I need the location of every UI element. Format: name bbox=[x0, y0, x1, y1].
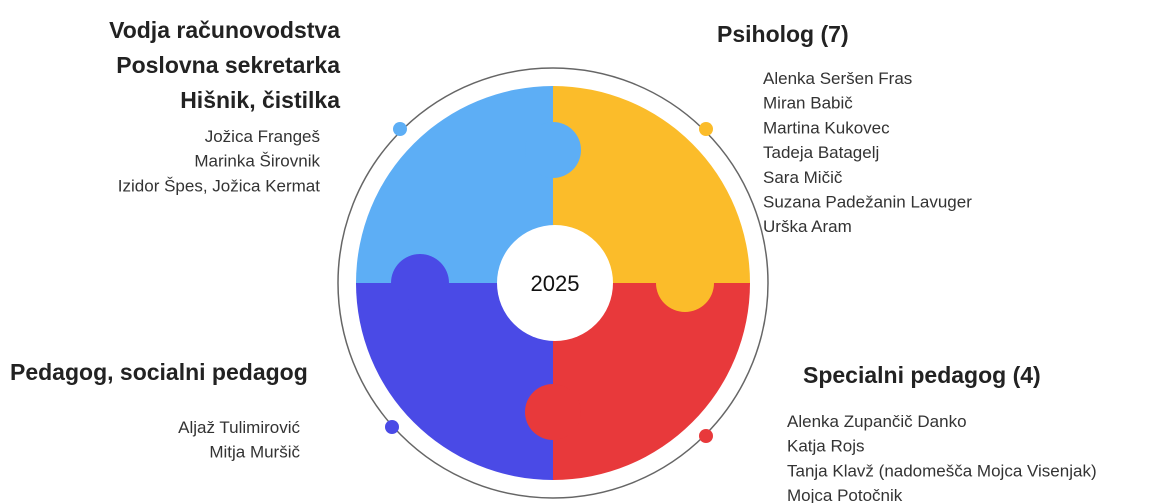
tab-yellow bbox=[656, 254, 714, 312]
person-name: Suzana Padežanin Lavuger bbox=[763, 193, 972, 212]
person-name: Marinka Širovnik bbox=[194, 152, 320, 171]
person-name: Tadeja Batagelj bbox=[763, 143, 879, 162]
dot bbox=[393, 122, 407, 136]
section-heading: Specialni pedagog (4) bbox=[803, 362, 1041, 388]
person-name: Sara Mičič bbox=[763, 168, 843, 187]
section-heading: Hišnik, čistilka bbox=[180, 87, 340, 113]
page: 2025 Vodja računovodstva Poslovna sekreta… bbox=[0, 0, 1168, 503]
dot bbox=[385, 420, 399, 434]
section-heading: Poslovna sekretarka bbox=[116, 52, 340, 78]
tab-blue bbox=[525, 122, 581, 178]
center-label: 2025 bbox=[531, 271, 580, 296]
person-name: Miran Babič bbox=[763, 94, 853, 113]
person-name: Aljaž Tulimirović bbox=[178, 418, 300, 437]
person-name: Martina Kukovec bbox=[763, 118, 890, 137]
person-name: Tanja Klavž (nadomešča Mojca Visenjak) bbox=[787, 461, 1097, 480]
person-name: Izidor Špes, Jožica Kermat bbox=[118, 176, 320, 195]
person-name: Urška Aram bbox=[763, 217, 852, 236]
person-name: Jožica Frangeš bbox=[205, 127, 320, 146]
person-name: Alenka Zupančič Danko bbox=[787, 412, 967, 431]
person-name: Alenka Seršen Fras bbox=[763, 69, 912, 88]
person-name: Katja Rojs bbox=[787, 437, 864, 456]
person-name: Mitja Muršič bbox=[209, 443, 300, 462]
diagram: 2025 Vodja računovodstva Poslovna sekreta… bbox=[0, 0, 1168, 503]
section-heading: Psiholog (7) bbox=[717, 21, 849, 47]
tab-fix bbox=[392, 283, 449, 286]
section-heading: Pedagog, socialni pedagog bbox=[10, 359, 308, 385]
tab-red bbox=[525, 384, 581, 440]
section-heading: Vodja računovodstva bbox=[109, 17, 340, 43]
person-name: Mojca Potočnik bbox=[787, 486, 903, 503]
dot bbox=[699, 122, 713, 136]
dot bbox=[699, 429, 713, 443]
